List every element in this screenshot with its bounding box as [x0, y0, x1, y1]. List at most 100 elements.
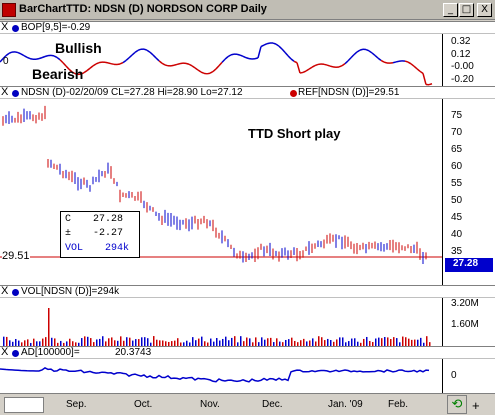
bop-segment [44, 54, 49, 58]
volume-bar [174, 340, 176, 346]
plus-icon[interactable]: + [472, 398, 480, 413]
bop-segment [296, 62, 301, 74]
volume-bar [123, 340, 125, 346]
bop-segment [308, 66, 313, 70]
volume-bar [9, 340, 11, 346]
bop-segment [347, 57, 352, 62]
ref-series-dot-icon [290, 90, 297, 97]
volume-bar [207, 342, 209, 346]
bop-segment [413, 65, 418, 70]
vol-pane-header: X VOL[NDSN (D)]=294k [0, 285, 495, 298]
price-pane[interactable]: TTD Short play 29.51 75 70 65 60 55 50 4… [0, 99, 495, 285]
bop-label: BOP[9,5]=-0.29 [21, 22, 91, 33]
bop-segment [284, 51, 289, 57]
vol-tick: 1.60M [451, 319, 479, 330]
volume-bar [366, 336, 368, 346]
bop-segment [23, 54, 28, 58]
volume-bar [330, 339, 332, 346]
ref-label: REF[NDSN (D)]=29.51 [298, 87, 400, 98]
bop-segment [419, 70, 424, 74]
bop-segment [56, 56, 61, 61]
ad-pane[interactable]: 0 -2 [0, 359, 495, 393]
bop-segment [356, 49, 361, 53]
volume-bar [417, 339, 419, 346]
volume-bar [297, 342, 299, 346]
bop-segment [410, 63, 415, 67]
price-close-icon[interactable]: X [1, 86, 9, 98]
bop-segment [26, 56, 31, 60]
volume-bar [414, 339, 416, 346]
volume-bar [216, 338, 218, 346]
volume-bar [390, 339, 392, 346]
vol-pane[interactable]: 3.20M 1.60M [0, 298, 495, 346]
volume-bar [75, 342, 77, 346]
bop-segment [368, 50, 373, 54]
bop-segment [119, 61, 124, 65]
ad-close-icon[interactable]: X [1, 346, 9, 358]
volume-bar [30, 342, 32, 346]
bop-segment [137, 48, 142, 52]
date-field[interactable] [4, 397, 44, 413]
price-tick: 55 [451, 178, 463, 189]
bop-segment [86, 67, 91, 72]
bop-segment [17, 51, 22, 55]
vol-close-icon[interactable]: X [1, 285, 9, 297]
price-tick: 50 [451, 195, 463, 206]
bop-segment [170, 64, 175, 67]
bop-segment [266, 42, 271, 45]
volume-bar [237, 342, 239, 346]
volume-bar [327, 338, 329, 346]
bop-pane[interactable]: 0 Bullish Bearish 0.32 0.12 -0.00 -0.20 [0, 34, 495, 86]
maximize-button[interactable]: □ [459, 3, 474, 17]
volume-bar [243, 341, 245, 346]
price-tick: 70 [451, 127, 463, 138]
bop-zero-label: 0 [3, 56, 9, 67]
volume-bar [402, 336, 404, 346]
volume-bar [168, 341, 170, 346]
volume-bar [288, 339, 290, 346]
bop-segment [104, 61, 109, 64]
bop-segment [404, 60, 409, 63]
bop-segment [122, 59, 127, 64]
volume-bar [183, 342, 185, 346]
bop-pane-header: X BOP[9,5]=-0.29 [0, 21, 495, 34]
month-label: Sep. [66, 399, 87, 410]
bop-segment [227, 54, 232, 58]
ad-series-dot-icon [12, 350, 19, 357]
price-series-dot-icon [12, 90, 19, 97]
price-pane-header: X NDSN (D)-02/20/09 CL=27.28 Hi=28.90 Lo… [0, 86, 495, 99]
volume-bar [393, 337, 395, 346]
bop-tick: 0.32 [451, 36, 471, 47]
bop-segment [221, 58, 226, 63]
volume-bar [219, 340, 221, 346]
refresh-icon[interactable]: ⟲ [447, 395, 467, 414]
bop-close-icon[interactable]: X [1, 21, 9, 33]
bop-segment [383, 61, 388, 64]
volume-bar [309, 340, 311, 346]
volume-bar [132, 340, 134, 346]
close-button[interactable]: X [477, 3, 492, 17]
bop-segment [299, 71, 304, 74]
volume-bar [273, 342, 275, 346]
volume-bar [228, 340, 230, 346]
volume-bar [258, 342, 260, 346]
volume-bar [6, 336, 8, 346]
volume-bar [318, 336, 320, 346]
month-label: Jan. '09 [328, 399, 363, 410]
volume-bar [27, 339, 29, 346]
volume-bar [369, 340, 371, 346]
bop-segment [377, 57, 382, 61]
volume-bar [261, 337, 263, 346]
volume-bar [342, 337, 344, 346]
volume-bar [240, 336, 242, 346]
minimize-button[interactable]: _ [443, 3, 458, 17]
bop-segment [260, 44, 265, 48]
price-tick: 45 [451, 212, 463, 223]
volume-bar [153, 336, 155, 346]
volume-bar [42, 338, 44, 346]
bop-segment [158, 60, 163, 64]
volume-bar [354, 338, 356, 346]
volume-bar [300, 340, 302, 346]
bop-segment [65, 65, 70, 70]
volume-bar [24, 340, 26, 346]
